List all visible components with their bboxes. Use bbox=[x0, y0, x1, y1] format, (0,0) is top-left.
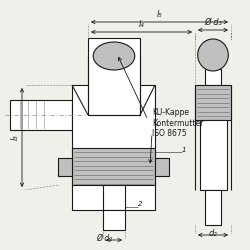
Ellipse shape bbox=[93, 42, 135, 70]
Bar bbox=[72, 148, 155, 185]
Bar bbox=[205, 69, 221, 85]
Text: 1: 1 bbox=[182, 147, 186, 153]
Bar bbox=[10, 100, 72, 130]
Bar bbox=[88, 38, 140, 115]
Text: Ø d₃: Ø d₃ bbox=[204, 18, 222, 27]
Bar bbox=[103, 210, 125, 230]
Bar bbox=[58, 158, 72, 176]
Text: l₃: l₃ bbox=[10, 134, 20, 140]
Bar bbox=[195, 85, 231, 120]
Text: KU-Kappe: KU-Kappe bbox=[152, 108, 189, 117]
Bar bbox=[155, 158, 169, 176]
Bar bbox=[205, 190, 221, 225]
Text: Ø d₁: Ø d₁ bbox=[96, 234, 112, 243]
Bar bbox=[72, 85, 155, 210]
Bar bbox=[103, 185, 125, 210]
Text: l₅: l₅ bbox=[156, 10, 162, 19]
Text: Kontermutter: Kontermutter bbox=[152, 119, 204, 128]
Text: 2: 2 bbox=[138, 201, 142, 207]
Text: ISO 8675: ISO 8675 bbox=[152, 129, 186, 138]
Bar bbox=[200, 120, 226, 190]
Text: l₄: l₄ bbox=[138, 20, 144, 29]
Text: d₂: d₂ bbox=[208, 229, 218, 238]
Ellipse shape bbox=[198, 39, 228, 71]
